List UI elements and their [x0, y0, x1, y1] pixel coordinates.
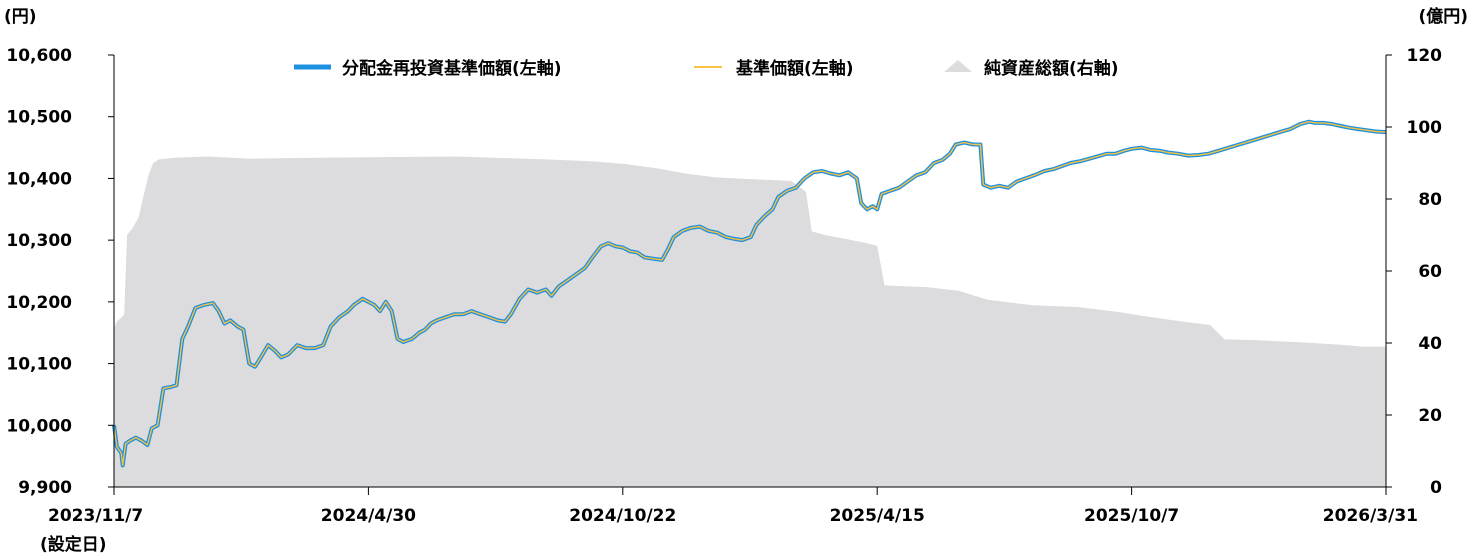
right-tick-label: 60 [1418, 262, 1442, 282]
left-tick-label: 10,200 [6, 293, 72, 313]
left-tick-label: 10,400 [6, 169, 72, 189]
right-tick-label: 80 [1418, 190, 1442, 210]
axes-layer [108, 54, 1392, 495]
x-tick-label: 2024/4/30 [321, 506, 416, 526]
net-assets-area-layer [114, 156, 1386, 487]
right-tick-label: 120 [1407, 46, 1443, 66]
left-tick-label: 10,600 [6, 46, 72, 66]
x-tick-label: 2025/10/7 [1084, 506, 1179, 526]
left-tick-label: 10,100 [6, 355, 72, 375]
legend-label-reinvested-nav: 分配金再投資基準価額(左軸) [342, 58, 562, 79]
net-assets-area [114, 156, 1386, 487]
left-tick-label: 9,900 [18, 478, 72, 498]
right-axis-unit: (億円) [1418, 6, 1468, 27]
legend: 分配金再投資基準価額(左軸) 基準価額(左軸) 純資産総額(右軸) [294, 58, 1119, 79]
legend-label-net-assets: 純資産総額(右軸) [984, 58, 1119, 79]
tick-labels-layer: 9,900 10,000 10,100 10,200 10,300 10,400 10,50… [6, 46, 1442, 526]
left-tick-label: 10,500 [6, 108, 72, 128]
right-tick-label: 0 [1430, 478, 1442, 498]
nav-line [113, 121, 1387, 467]
left-tick-label: 10,300 [6, 231, 72, 251]
right-tick-label: 20 [1418, 406, 1442, 426]
right-tick-label: 100 [1407, 118, 1443, 138]
x-tick-label: 2024/10/22 [569, 506, 676, 526]
price-lines-layer [112, 119, 1387, 468]
legend-swatch-net-assets [944, 60, 972, 72]
x-tick-label: 2023/11/7 [48, 506, 143, 526]
x-tick-label: 2025/4/15 [830, 506, 925, 526]
left-tick-label: 10,000 [6, 416, 72, 436]
right-tick-label: 40 [1418, 334, 1442, 354]
x-tick-label: 2026/3/31 [1323, 506, 1418, 526]
left-axis-unit: (円) [4, 7, 37, 27]
legend-label-nav: 基準価額(左軸) [735, 58, 854, 79]
inception-note: (設定日) [40, 534, 107, 555]
